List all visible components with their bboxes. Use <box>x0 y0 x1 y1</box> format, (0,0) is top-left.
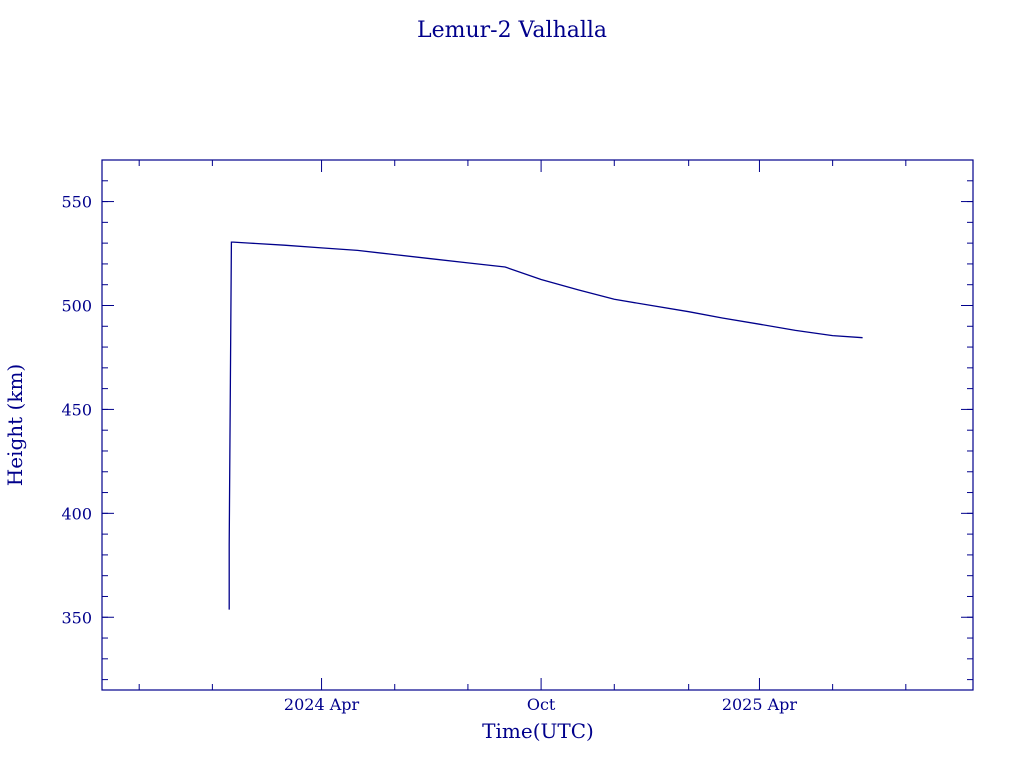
y-tick-label: 450 <box>61 400 92 419</box>
y-axis-ticks <box>102 159 973 681</box>
plot-frame <box>101 159 974 691</box>
y-tick-label: 500 <box>61 296 92 315</box>
x-axis-ticks <box>138 160 907 690</box>
y-tick-label: 350 <box>61 608 92 627</box>
height-series-line <box>228 241 863 610</box>
x-tick-label: 2024 Apr <box>284 695 360 714</box>
y-axis-title: Height (km) <box>3 364 27 486</box>
y-tick-label: 400 <box>61 504 92 523</box>
x-tick-label: Oct <box>527 695 556 714</box>
x-tick-label: 2025 Apr <box>722 695 798 714</box>
x-axis-title: Time(UTC) <box>482 719 594 743</box>
y-tick-label: 550 <box>61 193 92 212</box>
tick-labels: 2024 Apr Oct 2025 Apr 350 400 450 500 550 <box>61 193 797 714</box>
chart-title: Lemur-2 Valhalla <box>417 18 607 43</box>
